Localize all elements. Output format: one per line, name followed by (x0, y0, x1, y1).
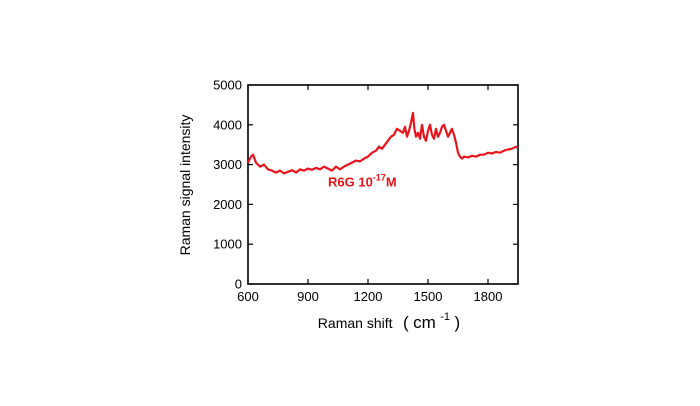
x-axis-unit-open: ( (403, 313, 409, 332)
annotation-base: R6G 10 (328, 174, 373, 189)
x-tick-label: 1500 (414, 289, 443, 304)
x-axis-unit-base: cm (413, 313, 436, 332)
annotation-exp: -17 (373, 172, 386, 182)
y-tick-label: 1000 (213, 237, 242, 252)
spectrum-line (247, 111, 519, 175)
sample-annotation: R6G 10-17M (328, 172, 397, 189)
x-tick-label: 1800 (474, 289, 503, 304)
y-tick-label: 4000 (213, 117, 242, 132)
y-tick-label: 0 (235, 277, 242, 292)
x-tick-label: 1200 (354, 289, 383, 304)
x-tick-label: 900 (297, 289, 319, 304)
x-tick-label: 600 (237, 289, 259, 304)
x-axis-label: Raman shift ( cm -1 ) (318, 307, 460, 332)
x-axis-label-text: Raman shift (318, 315, 393, 331)
y-tick-label: 3000 (213, 157, 242, 172)
x-axis-unit-exp: -1 (440, 311, 450, 323)
x-axis-unit-close: ) (454, 313, 460, 332)
annotation-suffix: M (386, 174, 397, 189)
y-tick-label: 2000 (213, 197, 242, 212)
plot-frame (247, 84, 519, 285)
y-tick-label: 5000 (213, 78, 242, 93)
y-axis-label: Raman signal intensity (177, 115, 193, 256)
